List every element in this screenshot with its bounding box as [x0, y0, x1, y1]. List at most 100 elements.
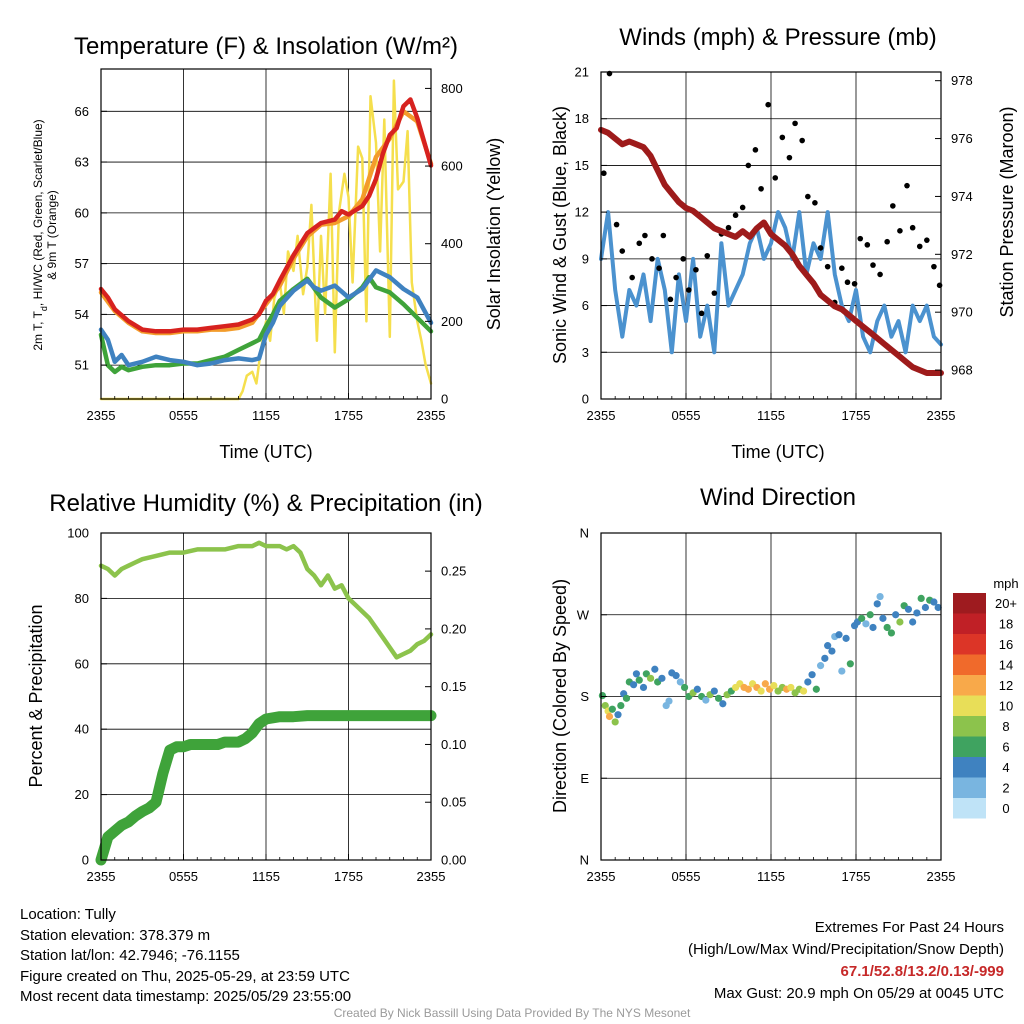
direction-point — [909, 618, 917, 626]
winds-ytick-label-left: 21 — [575, 65, 589, 80]
legend-label: 14 — [999, 658, 1013, 673]
direction-point — [719, 700, 727, 708]
temp-2m-line — [98, 97, 434, 334]
direction-point — [646, 674, 655, 682]
direction-point — [842, 634, 850, 642]
direction-point — [921, 603, 930, 612]
direction-point — [917, 594, 925, 603]
gust-point — [805, 193, 811, 200]
gust-point — [636, 240, 643, 247]
direction-point — [611, 718, 619, 726]
extremes-heading: Extremes For Past 24 Hours — [814, 919, 1004, 936]
gust-point — [758, 185, 764, 192]
gust-point — [667, 296, 674, 303]
rh-ytick-label-right: 0.05 — [441, 795, 466, 810]
direction-point — [812, 685, 820, 693]
direction-point — [617, 701, 625, 710]
direction-ytick-label-left: S — [580, 689, 589, 704]
direction-xtick-label: 0555 — [672, 869, 701, 884]
temperature-ytick-label-right: 400 — [441, 236, 463, 251]
legend-label: 18 — [999, 617, 1013, 632]
direction-xtick-label: 1155 — [757, 869, 785, 884]
gust-point — [857, 235, 864, 242]
created-text: Figure created on Thu, 2025-05-29, at 23… — [20, 967, 350, 985]
direction-point — [883, 623, 891, 632]
legend-label: 4 — [1002, 760, 1009, 775]
legend-swatch — [953, 757, 986, 778]
temperature-ylabel-right: Solar Insolation (Yellow) — [484, 138, 504, 330]
direction-point — [614, 711, 622, 719]
temperature-xlabel: Time (UTC) — [219, 442, 312, 462]
legend-label: 16 — [999, 637, 1013, 652]
direction-point — [934, 603, 942, 612]
winds-ytick-label-left: 9 — [582, 251, 589, 266]
latlon-text: Station lat/lon: 42.7946; -76.1155 — [20, 947, 240, 964]
direction-point — [879, 614, 887, 622]
direction-point — [873, 600, 881, 608]
temperature-ytick-label-right: 200 — [441, 314, 463, 329]
temperature-panel-title: Temperature (F) & Insolation (W/m²) — [74, 33, 458, 60]
gust-point — [673, 274, 679, 281]
direction-point — [622, 694, 631, 702]
direction-point — [642, 670, 650, 678]
svg-text:& 9m T (Orange): & 9m T (Orange) — [45, 190, 59, 280]
winds-xlabel: Time (UTC) — [731, 442, 824, 462]
gust-point — [904, 182, 910, 189]
winds-ytick-label-left: 12 — [575, 205, 589, 220]
rh-ytick-label-left: 100 — [67, 526, 89, 541]
winds-ytick-label-right: 978 — [951, 73, 973, 88]
direction-point — [869, 623, 877, 632]
temperature-ytick-label-right: 800 — [441, 81, 463, 96]
legend-swatch — [953, 695, 986, 716]
temperature-ylabel-left: 2m T, Td, HI/WC (Red, Green, Scarlet/Blu… — [31, 119, 59, 350]
gust-point — [686, 287, 692, 293]
sonic-wind-line — [599, 210, 943, 355]
gust-point — [864, 242, 871, 248]
gust-point — [884, 238, 890, 245]
direction-point — [651, 665, 659, 673]
winds-ylabel-right: Station Pressure (Maroon) — [997, 106, 1017, 317]
winds-ytick-label-left: 15 — [575, 158, 589, 173]
legend-swatch — [953, 613, 986, 634]
direction-point — [799, 687, 808, 695]
legend-swatch — [953, 675, 986, 696]
direction-point — [896, 618, 904, 626]
temperature-xtick-label: 2355 — [417, 408, 446, 423]
direction-point — [639, 683, 648, 692]
temperature-ytick-label-left: 51 — [75, 358, 89, 373]
max-gust-text: Max Gust: 20.9 mph On 05/29 at 0045 UTC — [713, 985, 1004, 1002]
rh-xtick-label: 2355 — [87, 869, 116, 884]
gust-point — [824, 263, 831, 270]
direction-point — [761, 680, 769, 688]
winds-ytick-label-right: 968 — [951, 363, 973, 378]
precipitation-line — [95, 710, 437, 866]
station-pressure-line — [598, 126, 944, 376]
direction-point — [744, 685, 752, 693]
gust-point — [725, 224, 732, 231]
legend-swatch — [953, 634, 986, 655]
temperature-xtick-label: 0555 — [169, 408, 198, 423]
direction-point — [598, 691, 607, 700]
recent-data-text: Most recent data timestamp: 2025/05/29 2… — [20, 988, 352, 1005]
winds-ytick-label-right: 976 — [951, 131, 973, 146]
gust-point — [680, 256, 686, 262]
direction-point — [601, 701, 609, 710]
gust-point — [931, 263, 937, 270]
gust-point — [619, 248, 626, 254]
legend-swatch — [953, 736, 986, 757]
extremes-block: Extremes For Past 24 Hours (High/Low/Max… — [688, 917, 1004, 1005]
direction-point — [629, 681, 638, 689]
credit-line: Created By Nick Bassill Using Data Provi… — [333, 1006, 691, 1020]
winds-xtick-label: 0555 — [672, 408, 701, 423]
direction-point — [702, 696, 710, 704]
direction-point — [672, 672, 680, 680]
gust-point — [924, 237, 930, 243]
winds-ytick-label-left: 3 — [582, 345, 589, 360]
winds-panel-title: Winds (mph) & Pressure (mb) — [619, 24, 936, 51]
direction-point — [846, 660, 854, 668]
direction-point — [887, 629, 896, 637]
rh-xtick-label: 0555 — [169, 869, 198, 884]
temperature-ytick-label-left: 66 — [75, 104, 89, 119]
rh-ytick-label-right: 0.10 — [441, 737, 466, 752]
rh-ytick-label-left: 40 — [75, 722, 89, 737]
